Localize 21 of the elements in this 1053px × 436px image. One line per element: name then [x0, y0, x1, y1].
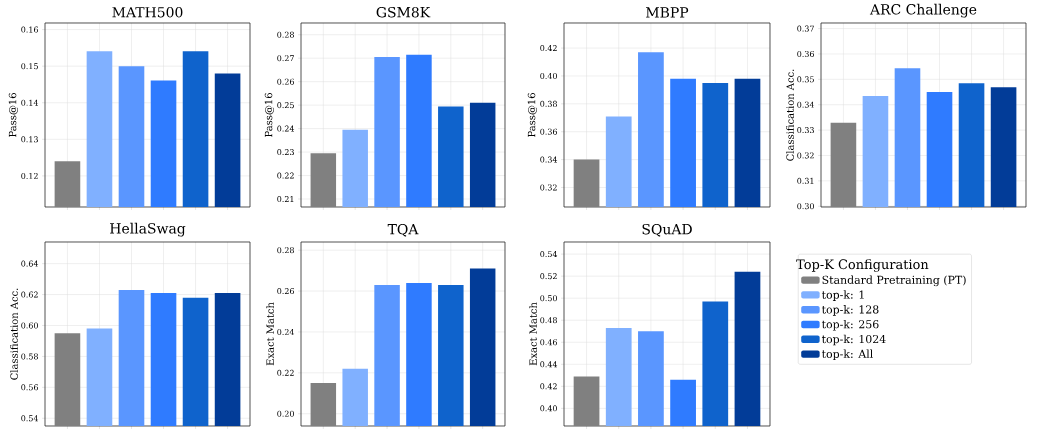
chart-title: GSM8K — [376, 7, 431, 18]
chart-title: SQuAD — [642, 223, 692, 237]
chart-title: ARC Challenge — [869, 3, 977, 18]
chart-title: TQA — [387, 223, 419, 237]
y-axis-title: Pass@16 — [8, 93, 18, 138]
legend-label: top-k: 128 — [821, 305, 879, 316]
legend-label: top-k: 1024 — [821, 334, 886, 346]
y-axis-title: Exact Match — [266, 302, 274, 366]
legend-title: Top-K Configuration — [796, 259, 929, 272]
legend-label: top-k: 256 — [821, 319, 879, 331]
y-axis-title: Pass@16 — [527, 93, 537, 138]
y-axis-title: Classification Acc. — [786, 69, 794, 161]
legend-label: top-k: All — [821, 349, 873, 361]
chart-title: MBPP — [646, 7, 689, 18]
chart-title: MATH500 — [112, 7, 183, 18]
y-axis-title: Classification Acc. — [10, 288, 18, 380]
legend-label: top-k: 1 — [821, 290, 864, 301]
y-axis-title: Exact Match — [529, 302, 537, 366]
y-axis-title: Pass@16 — [264, 93, 274, 138]
chart-title: HellaSwag — [110, 222, 186, 237]
legend-label: Standard Pretraining (PT) — [822, 275, 966, 287]
